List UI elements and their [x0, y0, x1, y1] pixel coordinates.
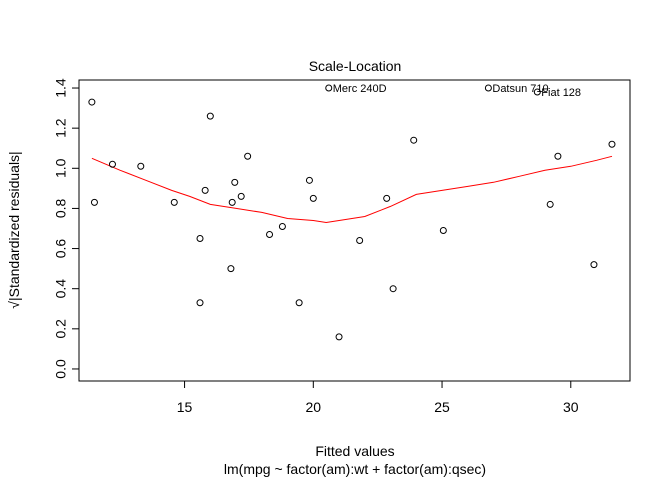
y-tick-label: 0.6 — [53, 239, 69, 259]
y-tick-label: 0.2 — [53, 319, 69, 339]
x-axis-label: Fitted values — [315, 443, 394, 459]
y-axis-label: √|Standardized residuals| — [6, 151, 22, 308]
data-point — [170, 198, 178, 206]
data-point — [88, 98, 96, 106]
data-point — [137, 162, 145, 170]
data-point — [237, 192, 245, 200]
y-tick-label: 0.4 — [53, 279, 69, 299]
data-point — [533, 88, 541, 96]
data-point — [325, 84, 333, 92]
data-point — [484, 84, 492, 92]
data-point — [389, 285, 397, 293]
y-tick-label: 0.0 — [53, 359, 69, 379]
x-tick-label: 20 — [306, 399, 322, 415]
data-point — [278, 222, 286, 230]
plot-frame — [78, 79, 631, 382]
data-point — [590, 261, 598, 269]
y-tick-label: 1.0 — [53, 158, 69, 178]
data-point — [305, 176, 313, 184]
point-label: Merc 240D — [333, 83, 387, 95]
data-point — [196, 235, 204, 243]
data-point — [356, 237, 364, 245]
data-point — [295, 299, 303, 307]
data-point — [383, 194, 391, 202]
data-point — [206, 112, 214, 120]
y-tick-label: 1.2 — [53, 118, 69, 138]
data-point — [608, 140, 616, 148]
data-point — [228, 198, 236, 206]
x-tick-label: 25 — [434, 399, 450, 415]
data-point — [231, 178, 239, 186]
data-point — [335, 333, 343, 341]
x-axis: 15 20 25 30 — [177, 380, 579, 415]
data-point — [196, 299, 204, 307]
smooth-line — [91, 155, 613, 224]
data-point — [554, 152, 562, 160]
point-label: Fiat 128 — [541, 87, 581, 99]
data-point — [266, 231, 274, 239]
data-point — [227, 265, 235, 273]
y-tick-label: 1.4 — [53, 78, 69, 98]
y-axis: 0.0 0.2 0.4 0.6 0.8 1.0 1.2 1.4 — [53, 78, 80, 379]
data-point — [201, 186, 209, 194]
subtitle: lm(mpg ~ factor(am):wt + factor(am):qsec… — [224, 461, 486, 477]
x-tick-label: 30 — [563, 399, 579, 415]
data-point — [309, 194, 317, 202]
data-point — [108, 160, 116, 168]
chart-title: Scale-Location — [309, 58, 402, 74]
data-point — [546, 200, 554, 208]
data-point — [244, 152, 252, 160]
x-tick-label: 15 — [177, 399, 193, 415]
data-point — [410, 136, 418, 144]
data-point — [439, 227, 447, 234]
y-tick-label: 0.8 — [53, 198, 69, 218]
data-point — [90, 198, 98, 206]
